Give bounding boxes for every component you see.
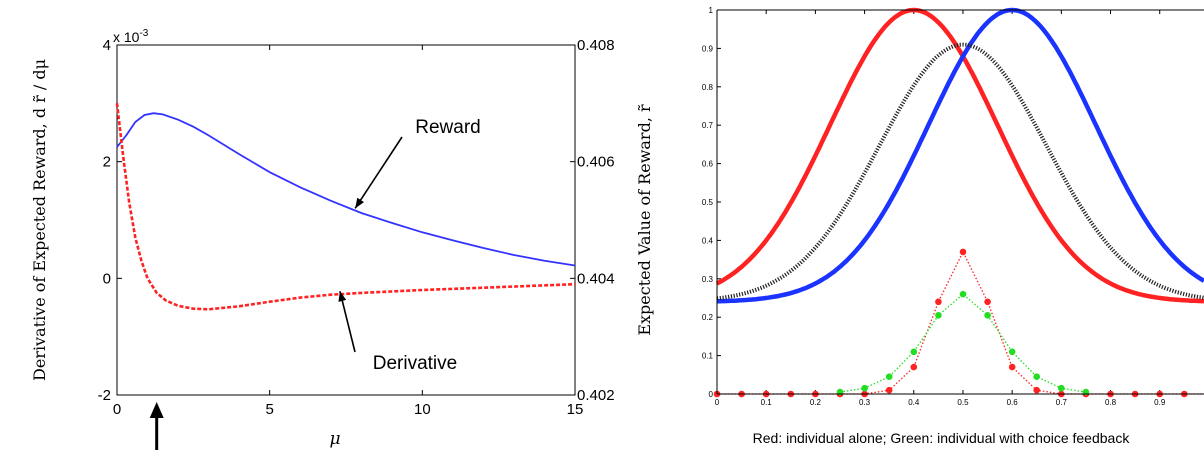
green-series-point [959,290,967,298]
right-x-tick-label: 0.2 [810,398,822,407]
derivative-annotation-arrow [339,290,356,353]
right-y-tick-label: 0.4 [702,236,714,245]
reward-annotation-arrowhead [355,197,364,209]
right-y-tick-label: 0.1 [702,352,714,361]
right-x-tick-label: 0 [715,398,720,407]
left-x-tick-label: 0 [113,401,121,418]
right-x-tick-label: 0.4 [908,398,920,407]
right-x-tick-label: 0.6 [1007,398,1019,407]
left-exponent-label: x 10-3 [113,28,149,45]
right-y-tick-label: 1 [709,6,714,15]
left-x-tick-label: 5 [265,401,273,418]
green-series-point [885,373,893,381]
left-y-tick-label: 4 [103,37,111,54]
average-gaussian-curve [716,42,1204,301]
right-y-tick-label: 0.402 [577,387,615,404]
right-y-tick-label: 0.8 [702,83,714,92]
right-y-tick-label: 0.406 [577,154,615,171]
right-x-tick-label: 0.3 [859,398,871,407]
right-y-axis-label: Expected Value of Reward, r̃ [635,104,654,336]
red-series-point [984,298,991,306]
green-series-point [935,312,942,319]
right-y-tick-label: 0.5 [702,198,714,207]
derivative-line [115,103,576,311]
left-y-tick-label: 0 [103,270,111,287]
right-y-tick-label: 0 [709,390,714,399]
derivative-annotation-label: Derivative [373,353,457,374]
left-x-tick-label: 15 [567,401,584,418]
red-series-point [910,363,918,371]
right-y-tick-label: 0.3 [702,275,714,284]
right-x-tick-label: 0.7 [1056,398,1068,407]
red-dotted-series-line [717,250,1204,395]
right-y-tick-label: 0.2 [702,313,714,322]
right-x-tick-label: 0.8 [1105,398,1117,407]
right-y-tick-label: 0.408 [577,37,615,54]
reward-annotation-arrow [354,136,403,209]
green-series-point [1033,373,1040,381]
right-y-tick-label: 0.9 [702,44,714,53]
green-series-point [910,348,918,356]
green-series-point [1058,384,1065,392]
blue-gaussian-curve [716,7,1204,304]
reward-line [116,112,576,267]
right-x-tick-label: 0.9 [1154,398,1166,407]
mu-marker-arrowhead [149,402,164,418]
right-chart-caption: Red: individual alone; Green: individual… [753,430,1131,446]
left-y-axis-label: Derivative of Expected Reward, d r̃ / dμ [30,59,49,381]
left-plot-frame [116,44,576,396]
right-y-tick-label: 0.7 [702,121,714,130]
green-series-point [861,384,868,392]
left-x-axis-label: μ [329,429,340,449]
red-gaussian-curve [715,7,1204,304]
green-series-point [1008,348,1016,356]
derivative-annotation-arrowhead [338,291,347,302]
left-y-tick-label: -2 [98,387,111,404]
red-series-point [1033,386,1040,394]
left-y-tick-label: 2 [103,154,111,171]
right-x-tick-label: 0.5 [957,398,969,407]
right-chart: 0 0.1 0.2 0.3 0.4 0.5 0.6 0.7 0.8 0.9 0 0.1 0.2 0.3 0.… [702,6,1204,446]
left-x-tick-label: 10 [414,401,431,418]
green-dotted-series-line [839,293,1087,393]
reward-annotation-label: Reward [415,117,480,138]
red-series-point [935,298,942,306]
green-series-point [984,312,991,319]
red-series-point [885,386,893,394]
right-y-tick-label: 0.6 [702,160,714,169]
red-series-point [1008,363,1016,371]
red-series-point [959,248,967,256]
right-x-tick-label: 0.1 [761,398,773,407]
right-y-tick-label: 0.404 [577,270,615,287]
